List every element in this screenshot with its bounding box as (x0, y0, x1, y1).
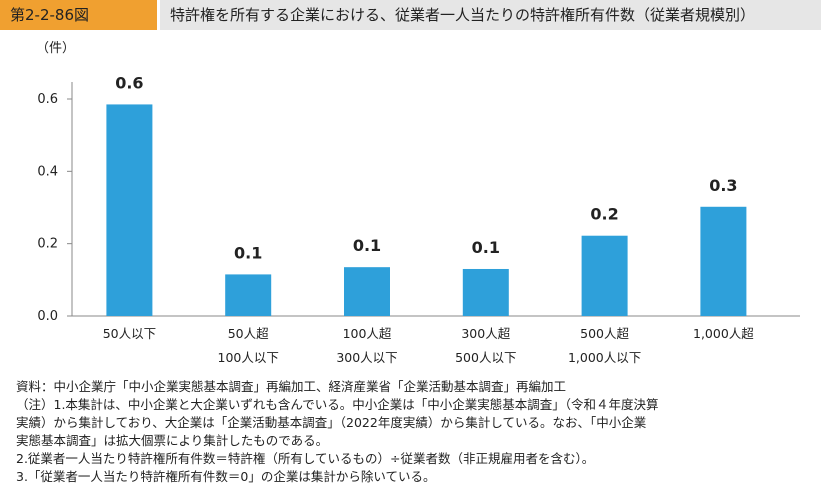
bar (462, 268, 509, 316)
bar (344, 267, 390, 316)
bar (225, 274, 272, 316)
figure-title: 特許権を所有する企業における、従業者一人当たりの特許権所有件数（従業者規模別） (160, 0, 821, 30)
bar (581, 235, 628, 316)
note-1-line-3: 実態基本調査」は拡大個票により集計したものである。 (16, 433, 329, 448)
category-label: 1,000人以下 (568, 350, 641, 365)
figure-number: 第2-2-86図 (0, 0, 157, 30)
note-1-line-1: （注）1.本集計は、中小企業と大企業いずれも含んでいる。中小企業は「中小企業実態… (16, 397, 659, 412)
data-label: 0.1 (472, 238, 500, 257)
bar-chart: （件） 0.0 0.2 0.4 0.6 0.6 0.1 0.1 0.1 0.2 0.3 50人以下… (36, 41, 800, 365)
category-label: 50人超 (228, 326, 269, 341)
bars (106, 104, 747, 316)
category-label: 500人以下 (455, 350, 516, 365)
category-label: 100人超 (343, 326, 392, 341)
category-label: 300人超 (461, 326, 510, 341)
category-label: 300人以下 (336, 350, 397, 365)
data-label: 0.1 (353, 236, 381, 255)
note-1-line-2: 実績）から集計しており、大企業は「企業活動基本調査」（2022年度実績）から集計… (16, 415, 647, 430)
note-2: 2.従業者一人当たり特許権所有件数＝特許権（所有しているもの）÷従業者数（非正規… (16, 451, 595, 466)
data-label: 0.1 (234, 243, 262, 262)
data-label: 0.6 (115, 73, 143, 92)
category-label: 500人超 (580, 326, 629, 341)
category-label: 100人以下 (218, 350, 279, 365)
y-tick-label: 0.4 (37, 164, 58, 179)
data-label: 0.2 (590, 205, 618, 224)
y-tick-label: 0.0 (37, 309, 58, 324)
category-labels: 50人以下 50人超 100人以下 100人超 300人以下 300人超 500人以下 500… (103, 326, 755, 365)
category-label: 50人以下 (103, 326, 156, 341)
chart-notes: 資料：中小企業庁「中小企業実態基本調査」再編加工、経済産業省「企業活動基本調査」… (16, 378, 806, 486)
note-3: 3.「従業者一人当たり特許権所有件数＝0」の企業は集計から除いている。 (16, 469, 436, 484)
y-axis: （件） 0.0 0.2 0.4 0.6 (36, 41, 800, 324)
bar (700, 206, 747, 316)
y-tick-label: 0.2 (37, 237, 58, 252)
bar (106, 104, 153, 316)
y-tick-label: 0.6 (37, 92, 58, 107)
source-note: 資料：中小企業庁「中小企業実態基本調査」再編加工、経済産業省「企業活動基本調査」… (16, 379, 567, 394)
data-labels: 0.6 0.1 0.1 0.1 0.2 0.3 (115, 73, 737, 262)
figure-header: 第2-2-86図 特許権を所有する企業における、従業者一人当たりの特許権所有件数… (0, 0, 821, 30)
category-label: 1,000人超 (693, 326, 754, 341)
data-label: 0.3 (709, 176, 737, 195)
y-unit-label: （件） (36, 41, 75, 56)
